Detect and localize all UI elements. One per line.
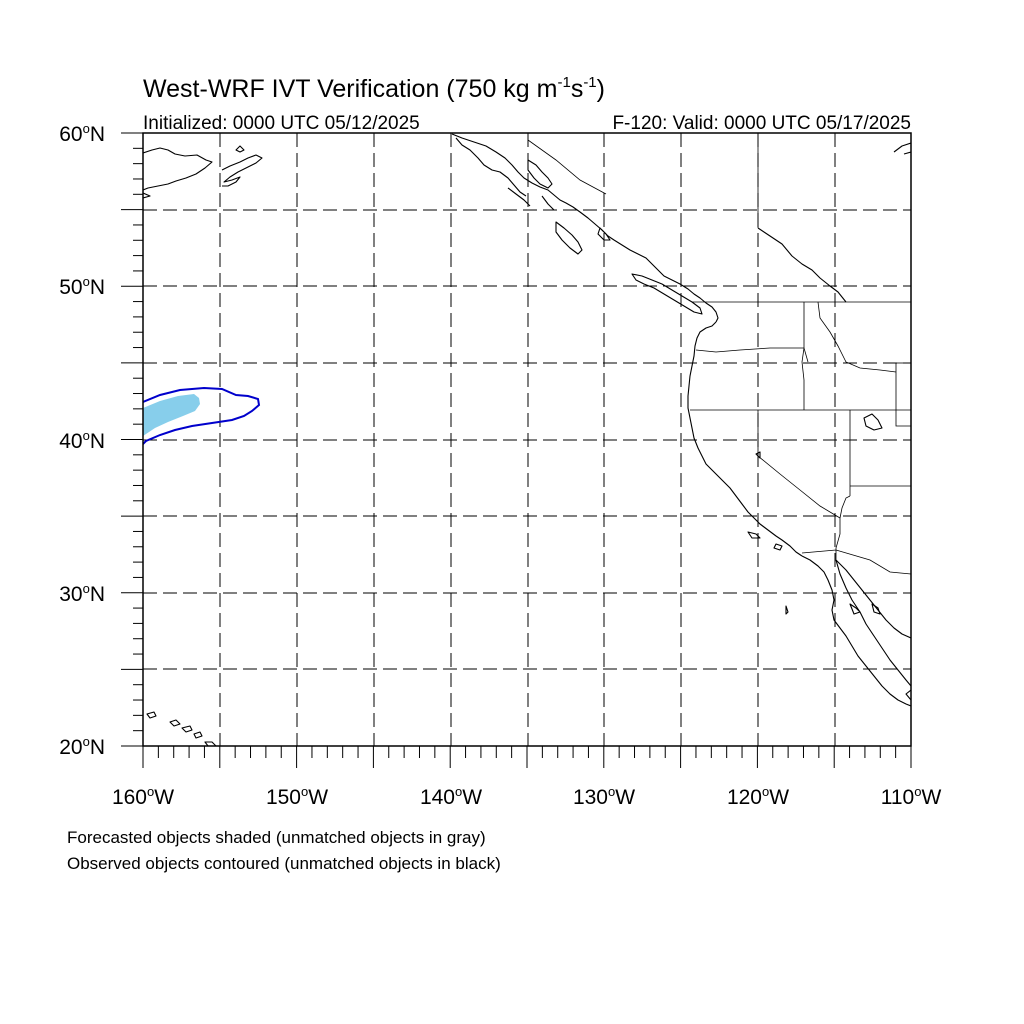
longitude-labels: 160oW 150oW 140oW 130oW 120oW 110oW	[112, 784, 942, 809]
lon-label-120w: 120oW	[727, 784, 789, 809]
forecast-ivt-object	[143, 394, 200, 436]
init-time-label: Initialized: 0000 UTC 05/12/2025	[143, 113, 420, 134]
axis-ticks	[121, 132, 912, 768]
alaska-coastline	[143, 145, 263, 199]
hawaii-islands	[146, 711, 217, 746]
lat-label-60: 60oN	[59, 121, 105, 146]
footer-note-forecast: Forecasted objects shaded (unmatched obj…	[67, 828, 486, 847]
lat-label-20: 20oN	[59, 734, 105, 759]
hudson-coast-fragment-2	[903, 151, 911, 155]
lon-label-110w: 110oW	[881, 784, 942, 809]
footer-note-observed: Observed objects contoured (unmatched ob…	[67, 854, 501, 873]
canada-inland-line	[757, 227, 847, 303]
map-panel	[142, 132, 912, 747]
lon-label-150w: 150oW	[266, 784, 328, 809]
political-borders	[690, 133, 911, 575]
lon-label-130w: 130oW	[573, 784, 635, 809]
valid-time-label: F-120: Valid: 0000 UTC 05/17/2025	[612, 113, 911, 134]
observed-ivt-contour	[143, 386, 261, 445]
lat-label-30: 30oN	[59, 581, 105, 606]
lat-label-50: 50oN	[59, 274, 105, 299]
lon-label-140w: 140oW	[420, 784, 482, 809]
hudson-coast-fragment	[893, 142, 911, 153]
graticule	[143, 133, 911, 746]
us-west-coastline	[687, 321, 911, 707]
lon-label-160w: 160oW	[112, 784, 174, 809]
latitude-labels: 60oN 50oN 40oN 30oN 20oN	[59, 121, 105, 759]
lat-label-40: 40oN	[59, 428, 105, 453]
bc-coastline	[451, 133, 719, 323]
figure-title: West-WRF IVT Verification (750 kg m-1s-1…	[143, 74, 605, 103]
